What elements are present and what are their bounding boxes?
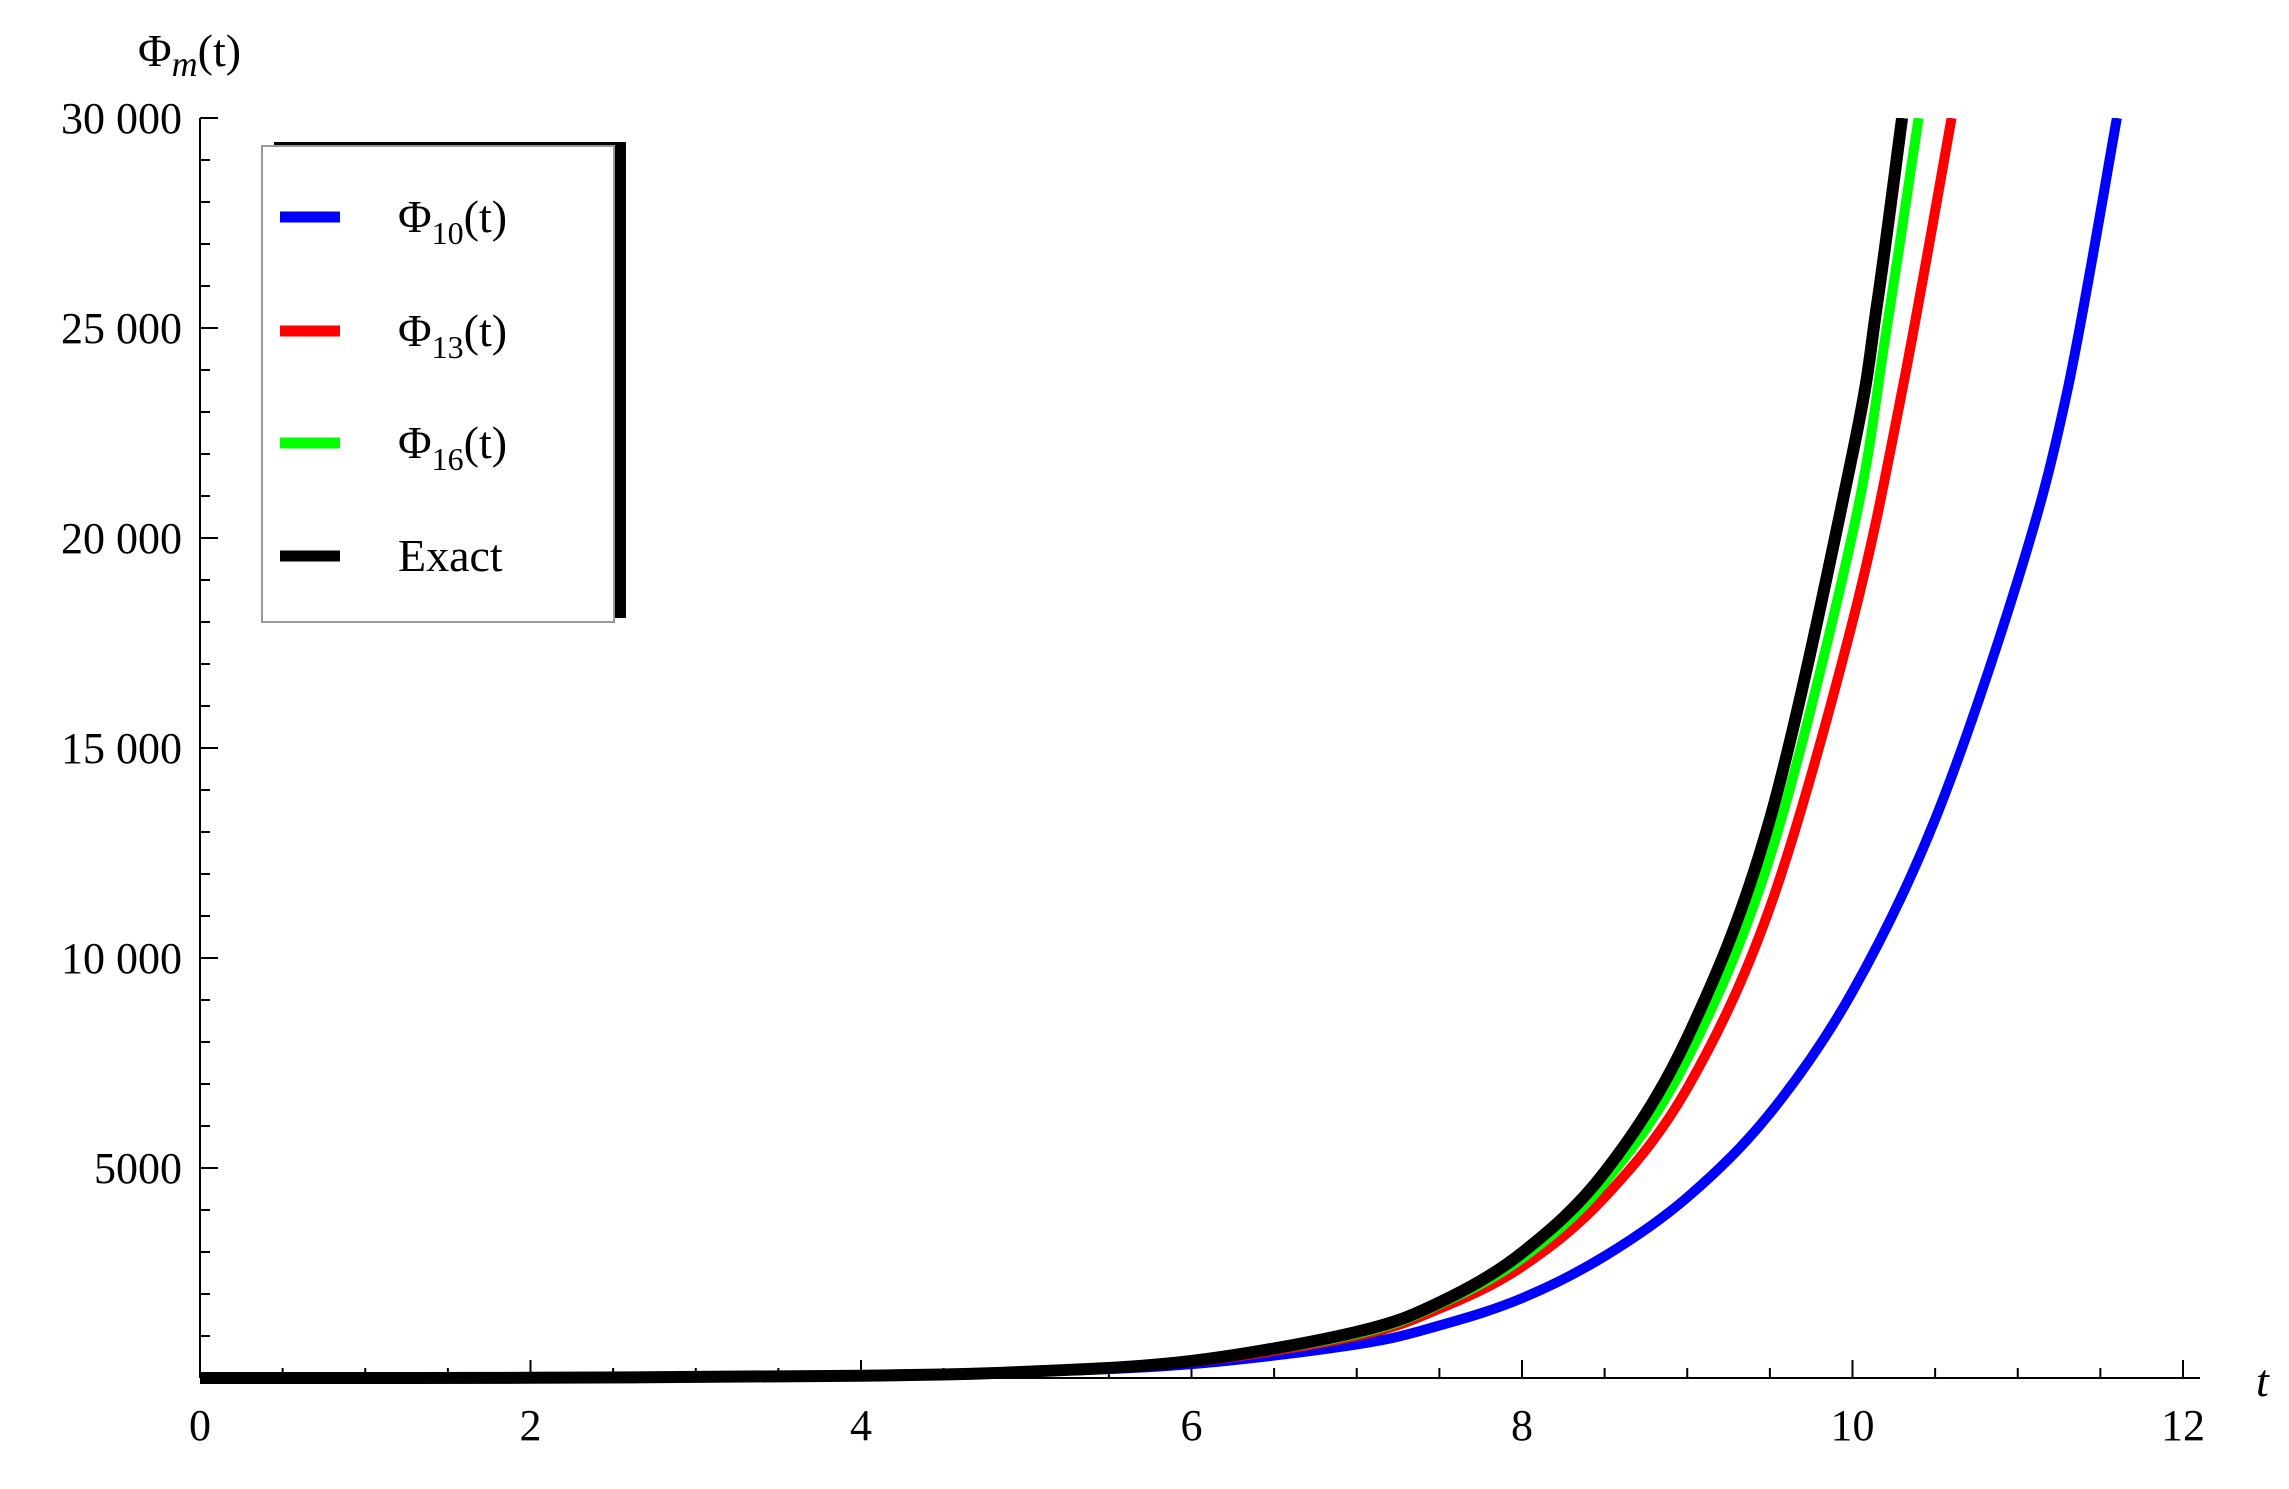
- x-tick-label: 8: [1511, 1401, 1533, 1450]
- legend-label-phi-16: Φ16(t): [398, 417, 507, 477]
- x-tick-label: 0: [189, 1401, 211, 1450]
- y-tick-label: 20 000: [61, 514, 182, 563]
- y-tick-label: 10 000: [61, 934, 182, 983]
- y-tick-label: 15 000: [61, 724, 182, 773]
- y-tick-label: 5000: [94, 1144, 182, 1193]
- x-tick-label: 10: [1831, 1401, 1875, 1450]
- x-axis-title: t: [2256, 1355, 2270, 1406]
- series-layer: [199, 118, 2122, 1385]
- legend-label-exact: Exact: [398, 530, 503, 581]
- axes: 0 2 4 6 8 10 12 5000 10 000 15 000 20 000 25 000 30 …: [61, 94, 2205, 1450]
- y-tick-label: 25 000: [61, 304, 182, 353]
- axis-labels: Φm(t) t: [138, 25, 2270, 1406]
- y-tick-label: 30 000: [61, 94, 182, 143]
- legend-label-phi-10: Φ10(t): [398, 191, 507, 251]
- legend-box: [261, 145, 615, 623]
- y-axis-title: Φm(t): [138, 25, 241, 84]
- series-line-exact: [199, 118, 1909, 1385]
- legend-label-phi-13: Φ13(t): [398, 305, 507, 365]
- x-tick-label: 2: [520, 1401, 542, 1450]
- x-tick-label: 4: [850, 1401, 872, 1450]
- legend: Φ10(t) Φ13(t) Φ16(t) Exact: [261, 142, 626, 623]
- x-tick-label: 12: [2161, 1401, 2205, 1450]
- x-tick-label: 6: [1181, 1401, 1203, 1450]
